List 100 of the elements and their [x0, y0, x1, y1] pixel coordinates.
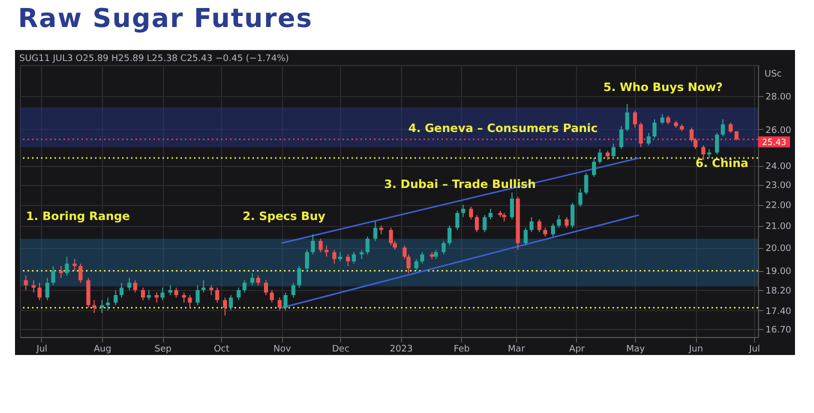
candlestick — [592, 158, 596, 178]
candlestick — [482, 214, 487, 233]
candlestick — [455, 210, 460, 230]
candlestick — [278, 297, 282, 311]
annotation: 5. Who Buys Now? — [603, 80, 723, 94]
candlestick — [242, 280, 247, 294]
candlestick — [701, 144, 706, 160]
candlestick — [305, 249, 309, 272]
annotation: 4. Geneva – Consumers Panic — [408, 121, 598, 135]
x-tick-label: Apr — [569, 344, 586, 354]
candlestick — [106, 297, 110, 311]
candlestick — [612, 143, 616, 159]
candlestick — [228, 294, 233, 311]
candlestick — [270, 290, 274, 304]
candlestick — [154, 292, 159, 304]
candlestick — [474, 214, 479, 233]
candlestick — [209, 284, 214, 296]
y-axis-title: USc — [764, 70, 782, 80]
candlestick — [556, 214, 561, 228]
candlestick — [120, 282, 124, 298]
candlestick — [114, 290, 118, 306]
candlestick — [448, 225, 452, 246]
candlestick — [360, 249, 364, 260]
candlestick — [366, 236, 370, 255]
candlestick — [236, 287, 241, 301]
y-tick-label: 22.00 — [766, 201, 792, 212]
candlestick — [318, 238, 323, 253]
candlestick — [420, 252, 424, 264]
candlestick — [619, 126, 624, 150]
candlestick — [291, 282, 296, 298]
candlestick — [715, 132, 719, 155]
y-tick-label: 20.00 — [766, 244, 792, 254]
candlestick — [660, 114, 664, 125]
candlestick — [728, 122, 733, 134]
annotation: 1. Boring Range — [26, 209, 130, 223]
x-tick-label: Jun — [688, 344, 704, 354]
candlestick — [127, 277, 132, 291]
candlestick — [332, 249, 336, 264]
x-tick-label: Feb — [454, 344, 470, 354]
chart-subtitle: SUG11 JUL3 O25.89 H25.89 L25.38 C25.43 −0.45 (−1.74%) — [19, 54, 289, 64]
candlestick — [346, 254, 350, 267]
candlestick — [59, 266, 63, 278]
candlestick — [638, 122, 643, 148]
candlestick — [578, 188, 582, 208]
y-tick-label: 26.00 — [766, 126, 792, 136]
x-tick-label: May — [626, 344, 646, 354]
candlestick — [284, 292, 288, 311]
candlestick — [297, 266, 302, 288]
candlestick — [168, 284, 172, 296]
candlestick — [160, 287, 165, 301]
candlestick — [38, 282, 42, 301]
candlestick — [524, 227, 528, 246]
candlestick — [720, 118, 725, 137]
candlestick — [141, 287, 145, 301]
candlestick — [45, 277, 50, 301]
candlestick — [461, 204, 466, 218]
candlestick — [537, 218, 542, 233]
ref-line-label: 25.43 — [762, 138, 786, 148]
x-tick-label: Dec — [332, 344, 350, 354]
candlestick — [72, 258, 77, 272]
x-tick-label: Aug — [94, 344, 112, 354]
candlestick — [606, 150, 610, 160]
candlestick — [584, 172, 588, 196]
candlestick — [633, 110, 637, 128]
candlestick — [223, 297, 227, 316]
y-tick-label: 18.20 — [766, 286, 792, 297]
y-tick-label: 23.00 — [766, 181, 792, 192]
candlestick — [196, 284, 200, 306]
candlestick — [338, 252, 342, 262]
x-tick-label: Jul — [36, 344, 48, 354]
candlestick — [264, 280, 268, 296]
candlestick — [202, 280, 206, 294]
candlestick — [373, 220, 378, 242]
candlestick — [250, 272, 254, 286]
candlestick — [551, 223, 555, 237]
candlestick — [32, 280, 36, 294]
candlestick — [146, 290, 151, 301]
candlestick — [182, 292, 186, 304]
candlestick — [625, 104, 630, 132]
candlestick — [174, 287, 178, 298]
candlestick — [215, 287, 220, 304]
candlestick — [530, 216, 534, 233]
x-tick-label: Mar — [508, 344, 526, 354]
candlestick — [414, 258, 418, 272]
y-tick-label: 16.70 — [766, 325, 792, 336]
candlestick — [652, 118, 657, 139]
chart-title: Raw Sugar Futures — [18, 4, 313, 34]
y-tick-label: 21.00 — [766, 222, 792, 232]
annotation: 2. Specs Buy — [242, 209, 326, 223]
candlestick — [188, 294, 192, 308]
candlestick — [92, 300, 96, 314]
candlestick — [469, 206, 473, 220]
y-tick-label: 17.40 — [766, 306, 792, 317]
x-tick-label: Oct — [214, 344, 230, 354]
candlestick — [488, 208, 493, 220]
candlestick — [256, 274, 260, 286]
candlestick — [51, 266, 56, 286]
candlestick — [442, 240, 446, 255]
x-tick-label: Nov — [273, 344, 292, 354]
candlestick — [78, 263, 83, 284]
